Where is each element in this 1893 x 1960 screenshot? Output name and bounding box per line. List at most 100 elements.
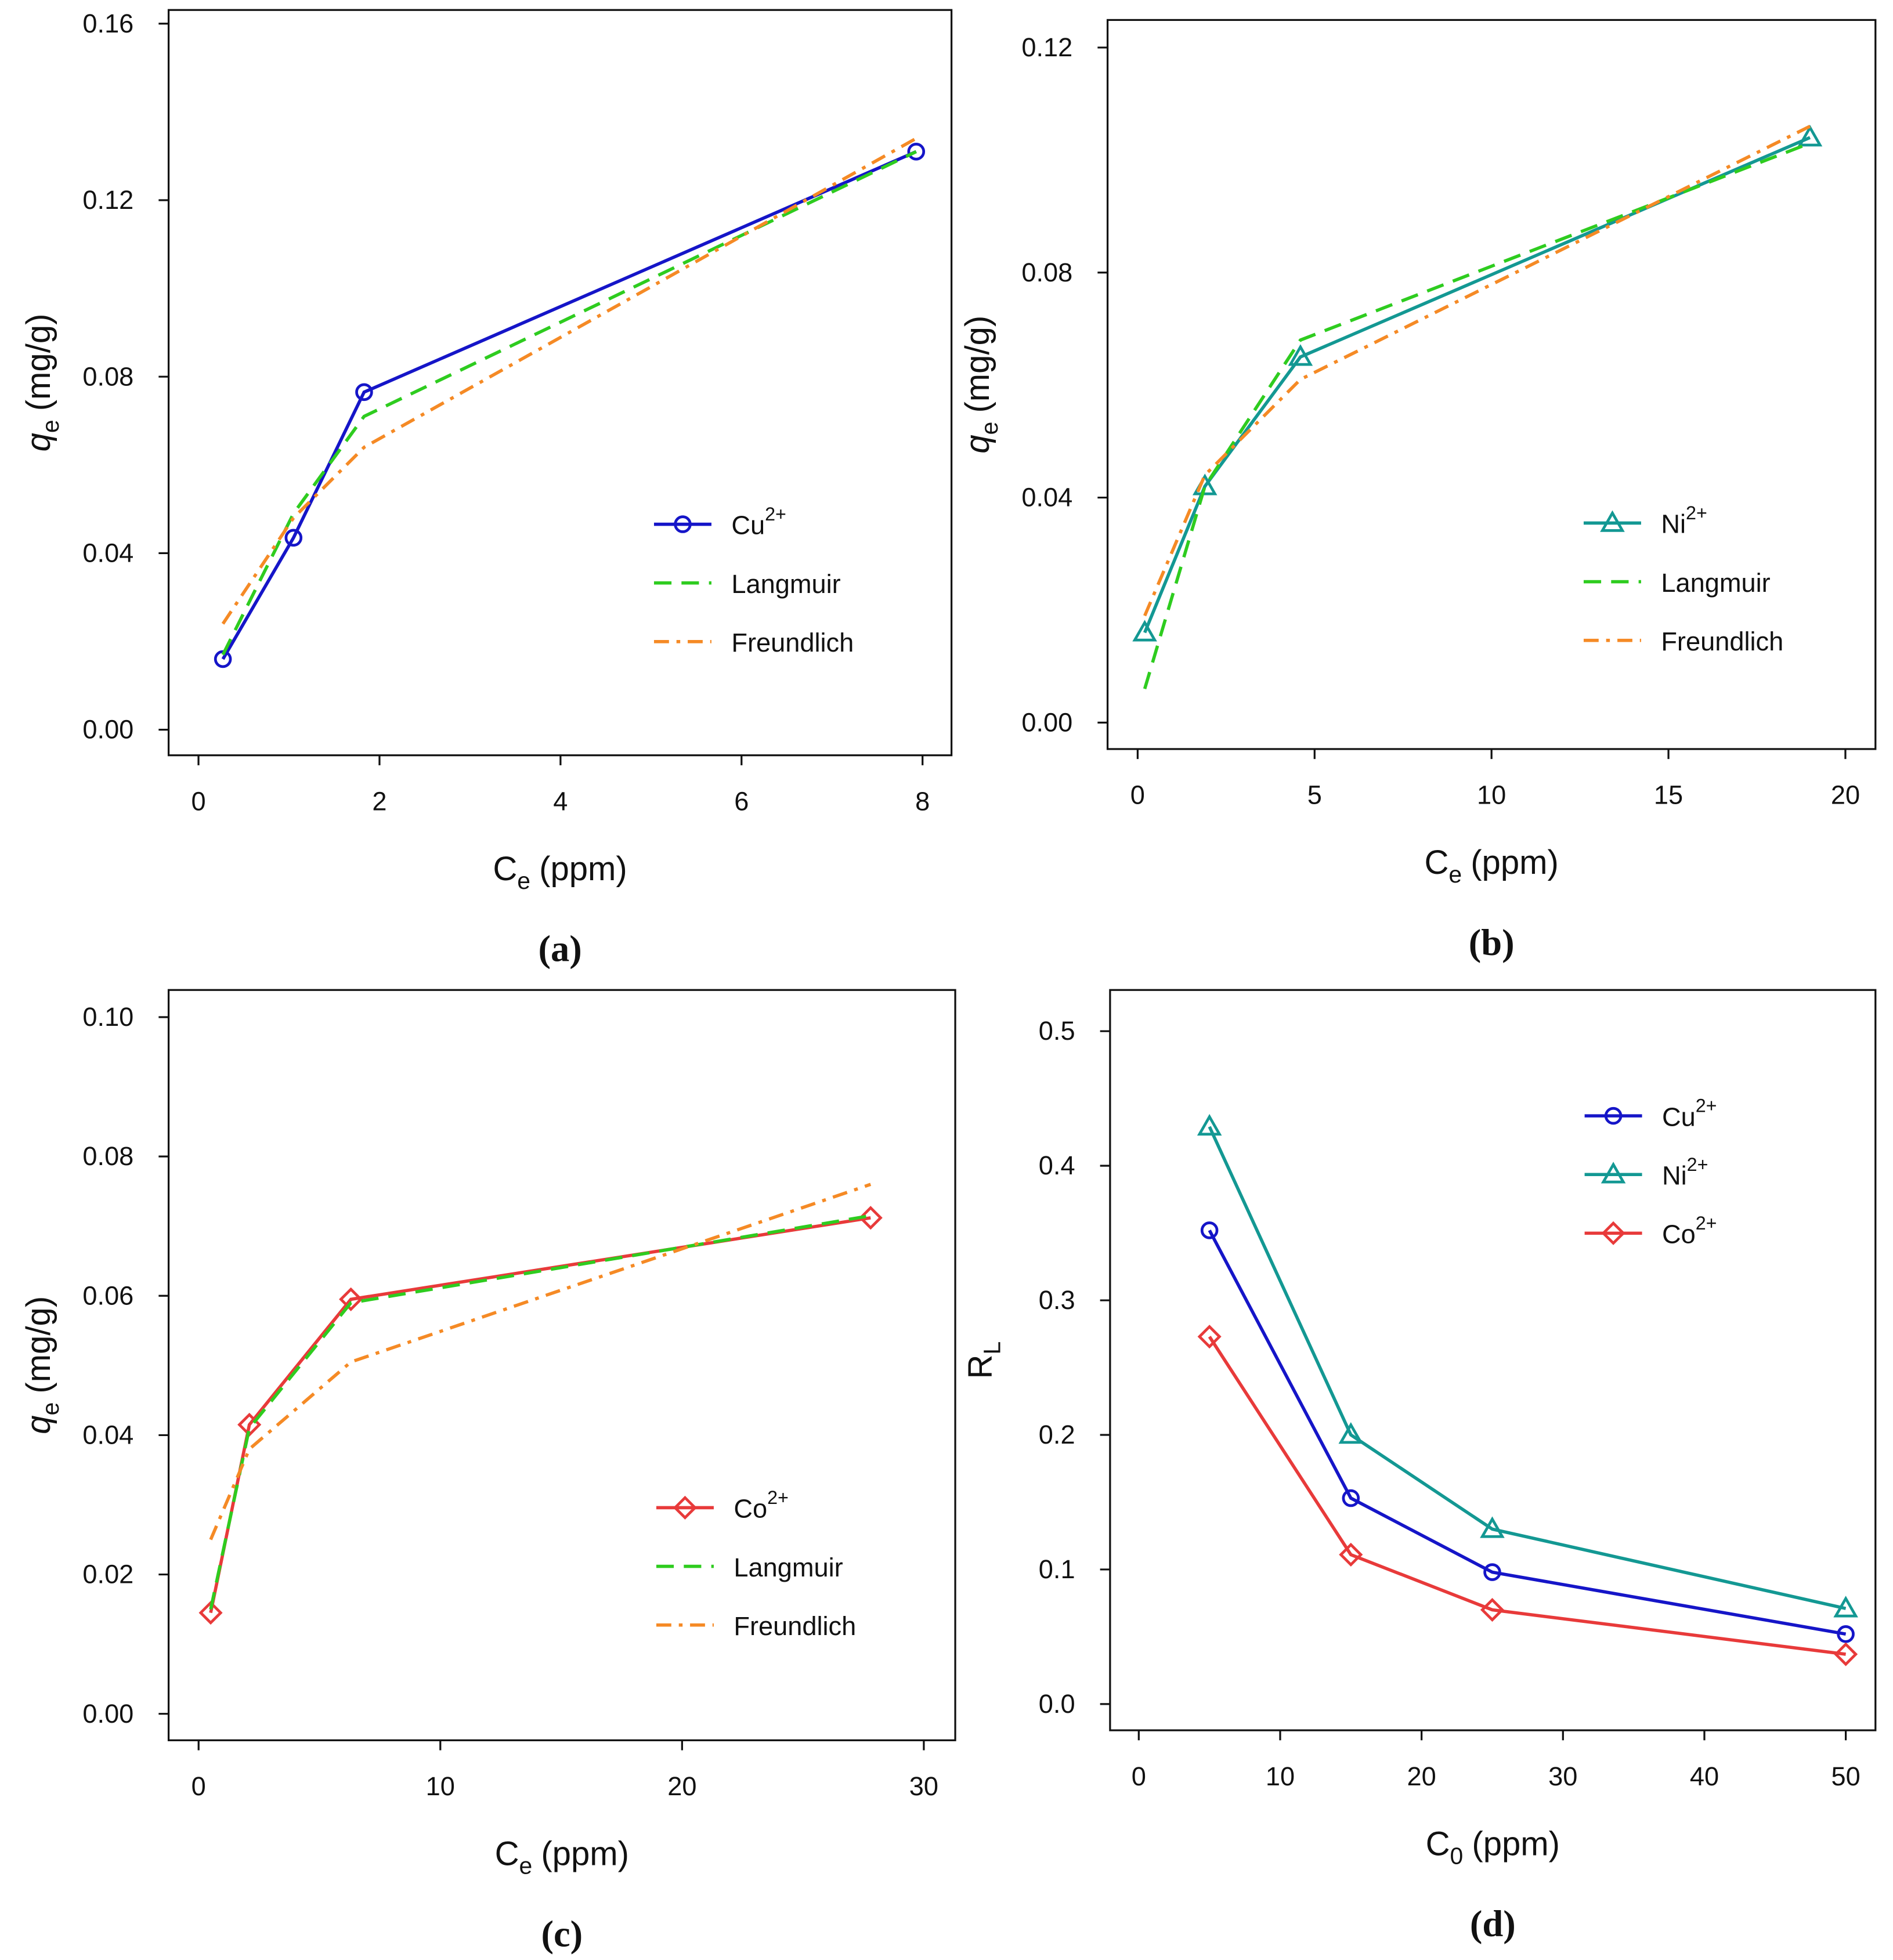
marker: [1197, 1113, 1222, 1136]
series-line: [221, 137, 917, 625]
y-tick-label: 0.08: [82, 361, 133, 391]
marker: [1288, 344, 1313, 366]
marker: [1342, 1489, 1360, 1507]
series-line: [1208, 1229, 1847, 1636]
marker: [1834, 1642, 1858, 1666]
legend-name: Co: [1662, 1220, 1696, 1249]
x-tick-label: 20: [1831, 780, 1860, 810]
x-tick-label: 8: [915, 786, 930, 816]
marker: [907, 143, 926, 161]
series-line: [1143, 136, 1811, 634]
y-label-unit: (mg/g): [959, 316, 996, 413]
legend-superscript: 2+: [1696, 1095, 1717, 1116]
marker: [1480, 1597, 1505, 1622]
x-tick-label: 0: [191, 786, 205, 816]
y-tick-label: 0.12: [82, 185, 133, 215]
marker: [1200, 1221, 1219, 1239]
legend-name: Freundlich: [731, 628, 854, 657]
x-tick-label: 15: [1654, 780, 1683, 810]
marker: [1600, 510, 1625, 532]
y-label-symbol: q: [20, 433, 57, 451]
x-axis-label: C0 (ppm): [1426, 1825, 1560, 1869]
legend-name: Co: [734, 1494, 767, 1524]
y-tick-label: 0.04: [82, 538, 133, 567]
x-tick-label: 6: [734, 786, 749, 816]
legend-name: Ni: [1662, 1160, 1687, 1190]
marker: [1338, 1422, 1364, 1444]
y-tick-label: 0.0: [1039, 1689, 1075, 1719]
x-label-unit: (ppm): [1472, 1825, 1560, 1863]
y-tick-label: 0.16: [82, 9, 133, 38]
marker: [1601, 1221, 1625, 1245]
series-line: [209, 1214, 871, 1610]
y-axis-label: RL: [961, 1341, 1005, 1379]
x-label-subscript: 0: [1450, 1842, 1464, 1869]
legend-name: Langmuir: [731, 569, 840, 599]
y-tick-label: 0.2: [1039, 1420, 1075, 1449]
marker: [858, 1206, 883, 1230]
y-tick-label: 0.00: [1021, 707, 1072, 737]
x-tick-label: 0: [192, 1771, 206, 1801]
y-label-subscript: e: [37, 420, 64, 433]
marker: [1339, 1542, 1363, 1567]
series-line: [1208, 1126, 1847, 1610]
legend-entry: Langmuir: [731, 569, 840, 599]
x-label-symbol: C: [1424, 844, 1448, 881]
legend-entry: Freundlich: [1661, 627, 1783, 656]
y-tick-label: 0.10: [82, 1002, 133, 1032]
legend-name: Cu: [731, 511, 765, 540]
y-tick-label: 0.02: [82, 1560, 133, 1589]
x-tick-label: 30: [909, 1771, 938, 1801]
y-label-symbol: q: [959, 435, 996, 453]
x-tick-label: 2: [372, 786, 386, 816]
legend-entry: Ni2+: [1662, 1154, 1708, 1191]
x-tick-label: 40: [1690, 1762, 1719, 1791]
marker: [284, 529, 303, 547]
x-label-unit: (ppm): [541, 1835, 629, 1872]
legend-entry: Ni2+: [1661, 502, 1707, 539]
marker: [1197, 1325, 1222, 1349]
legend-entry: Co2+: [734, 1487, 789, 1524]
x-label-symbol: C: [495, 1835, 519, 1872]
x-tick-label: 4: [553, 786, 568, 816]
x-tick-label: 10: [1266, 1762, 1295, 1791]
panel-label: (b): [1469, 921, 1515, 963]
legend-entry: Co2+: [1662, 1213, 1717, 1249]
y-label-symbol: R: [961, 1355, 999, 1379]
legend-name: Freundlich: [1661, 627, 1783, 656]
marker: [339, 1287, 363, 1311]
marker: [1837, 1625, 1855, 1643]
series-line: [1143, 142, 1811, 690]
legend-name: Cu: [1662, 1102, 1696, 1131]
x-tick-label: 0: [1130, 780, 1145, 810]
marker: [1833, 1596, 1858, 1618]
y-tick-label: 0.04: [82, 1420, 133, 1449]
marker: [1601, 1162, 1626, 1184]
marker: [674, 515, 692, 533]
plot-frame: [167, 989, 956, 1741]
y-tick-label: 0.4: [1039, 1151, 1075, 1180]
y-axis-label: qe (mg/g): [959, 316, 1003, 454]
x-label-subscript: e: [517, 867, 530, 894]
y-tick-label: 0.5: [1039, 1016, 1075, 1046]
y-tick-label: 0.12: [1021, 32, 1072, 62]
y-label-unit: (mg/g): [20, 1296, 57, 1394]
x-label-unit: (ppm): [539, 850, 627, 888]
y-label-subscript: e: [37, 1402, 64, 1416]
x-label-symbol: C: [493, 850, 517, 888]
legend-name: Langmuir: [1661, 568, 1770, 598]
x-label-symbol: C: [1426, 1825, 1450, 1863]
x-tick-label: 50: [1831, 1762, 1860, 1791]
panel: 0 10 20 30 40 500.00.10.20.30.40.5C0 (ppm)RL(d…: [961, 989, 1877, 1944]
legend-entry: Freundlich: [734, 1611, 856, 1641]
x-axis-label: Ce (ppm): [493, 850, 627, 894]
legend-entry: Cu2+: [731, 504, 786, 540]
x-tick-label: 30: [1548, 1762, 1577, 1791]
y-axis-label: qe (mg/g): [20, 1296, 64, 1434]
marker: [1483, 1563, 1501, 1581]
x-axis-label: Ce (ppm): [1424, 844, 1558, 888]
